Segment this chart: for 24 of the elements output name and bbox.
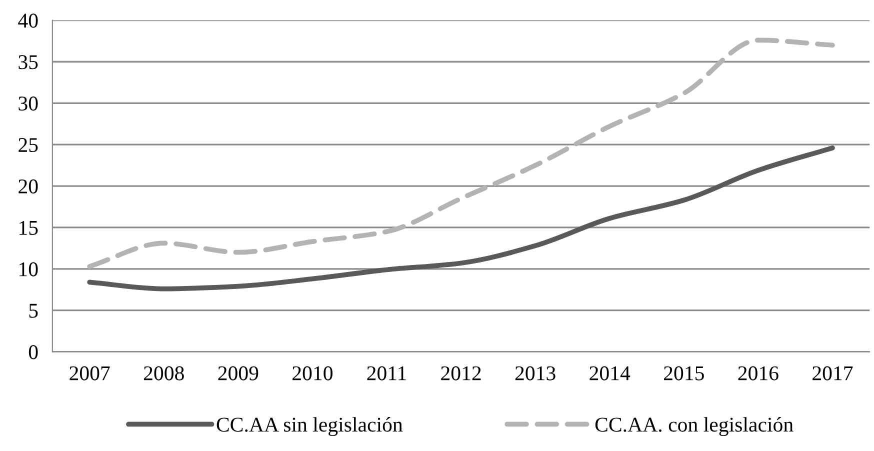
x-tick-label: 2012	[441, 366, 481, 380]
x-tick-label: 2015	[664, 366, 704, 380]
y-tick-label: 25	[18, 138, 38, 152]
x-tick-label: 2009	[218, 366, 258, 380]
line-series	[87, 145, 835, 292]
legend-label: CC.AA. con legislación	[595, 417, 794, 436]
y-tick-label: 30	[18, 96, 38, 111]
y-tick-label: 15	[20, 220, 38, 235]
x-tick-label: 2016	[738, 366, 778, 380]
y-tick-label: 0	[28, 345, 38, 360]
y-tick-label: 5	[29, 304, 38, 318]
line-series	[87, 38, 835, 269]
x-tick-label: 2010	[292, 366, 332, 380]
x-tick-label: 2008	[144, 366, 184, 380]
y-tick-label: 40	[18, 14, 38, 28]
x-tick-label: 2017	[812, 366, 853, 380]
y-tick-label: 20	[18, 179, 38, 194]
x-tick-label: 2007	[70, 366, 110, 380]
y-tick-label: 35	[18, 55, 38, 70]
y-tick-label: 10	[20, 262, 38, 276]
legend-label: CC.AA sin legislación	[216, 417, 403, 436]
x-tick-label: 2011	[367, 366, 406, 380]
x-tick-label: 2014	[590, 366, 630, 380]
x-tick-label: 2013	[515, 366, 556, 380]
